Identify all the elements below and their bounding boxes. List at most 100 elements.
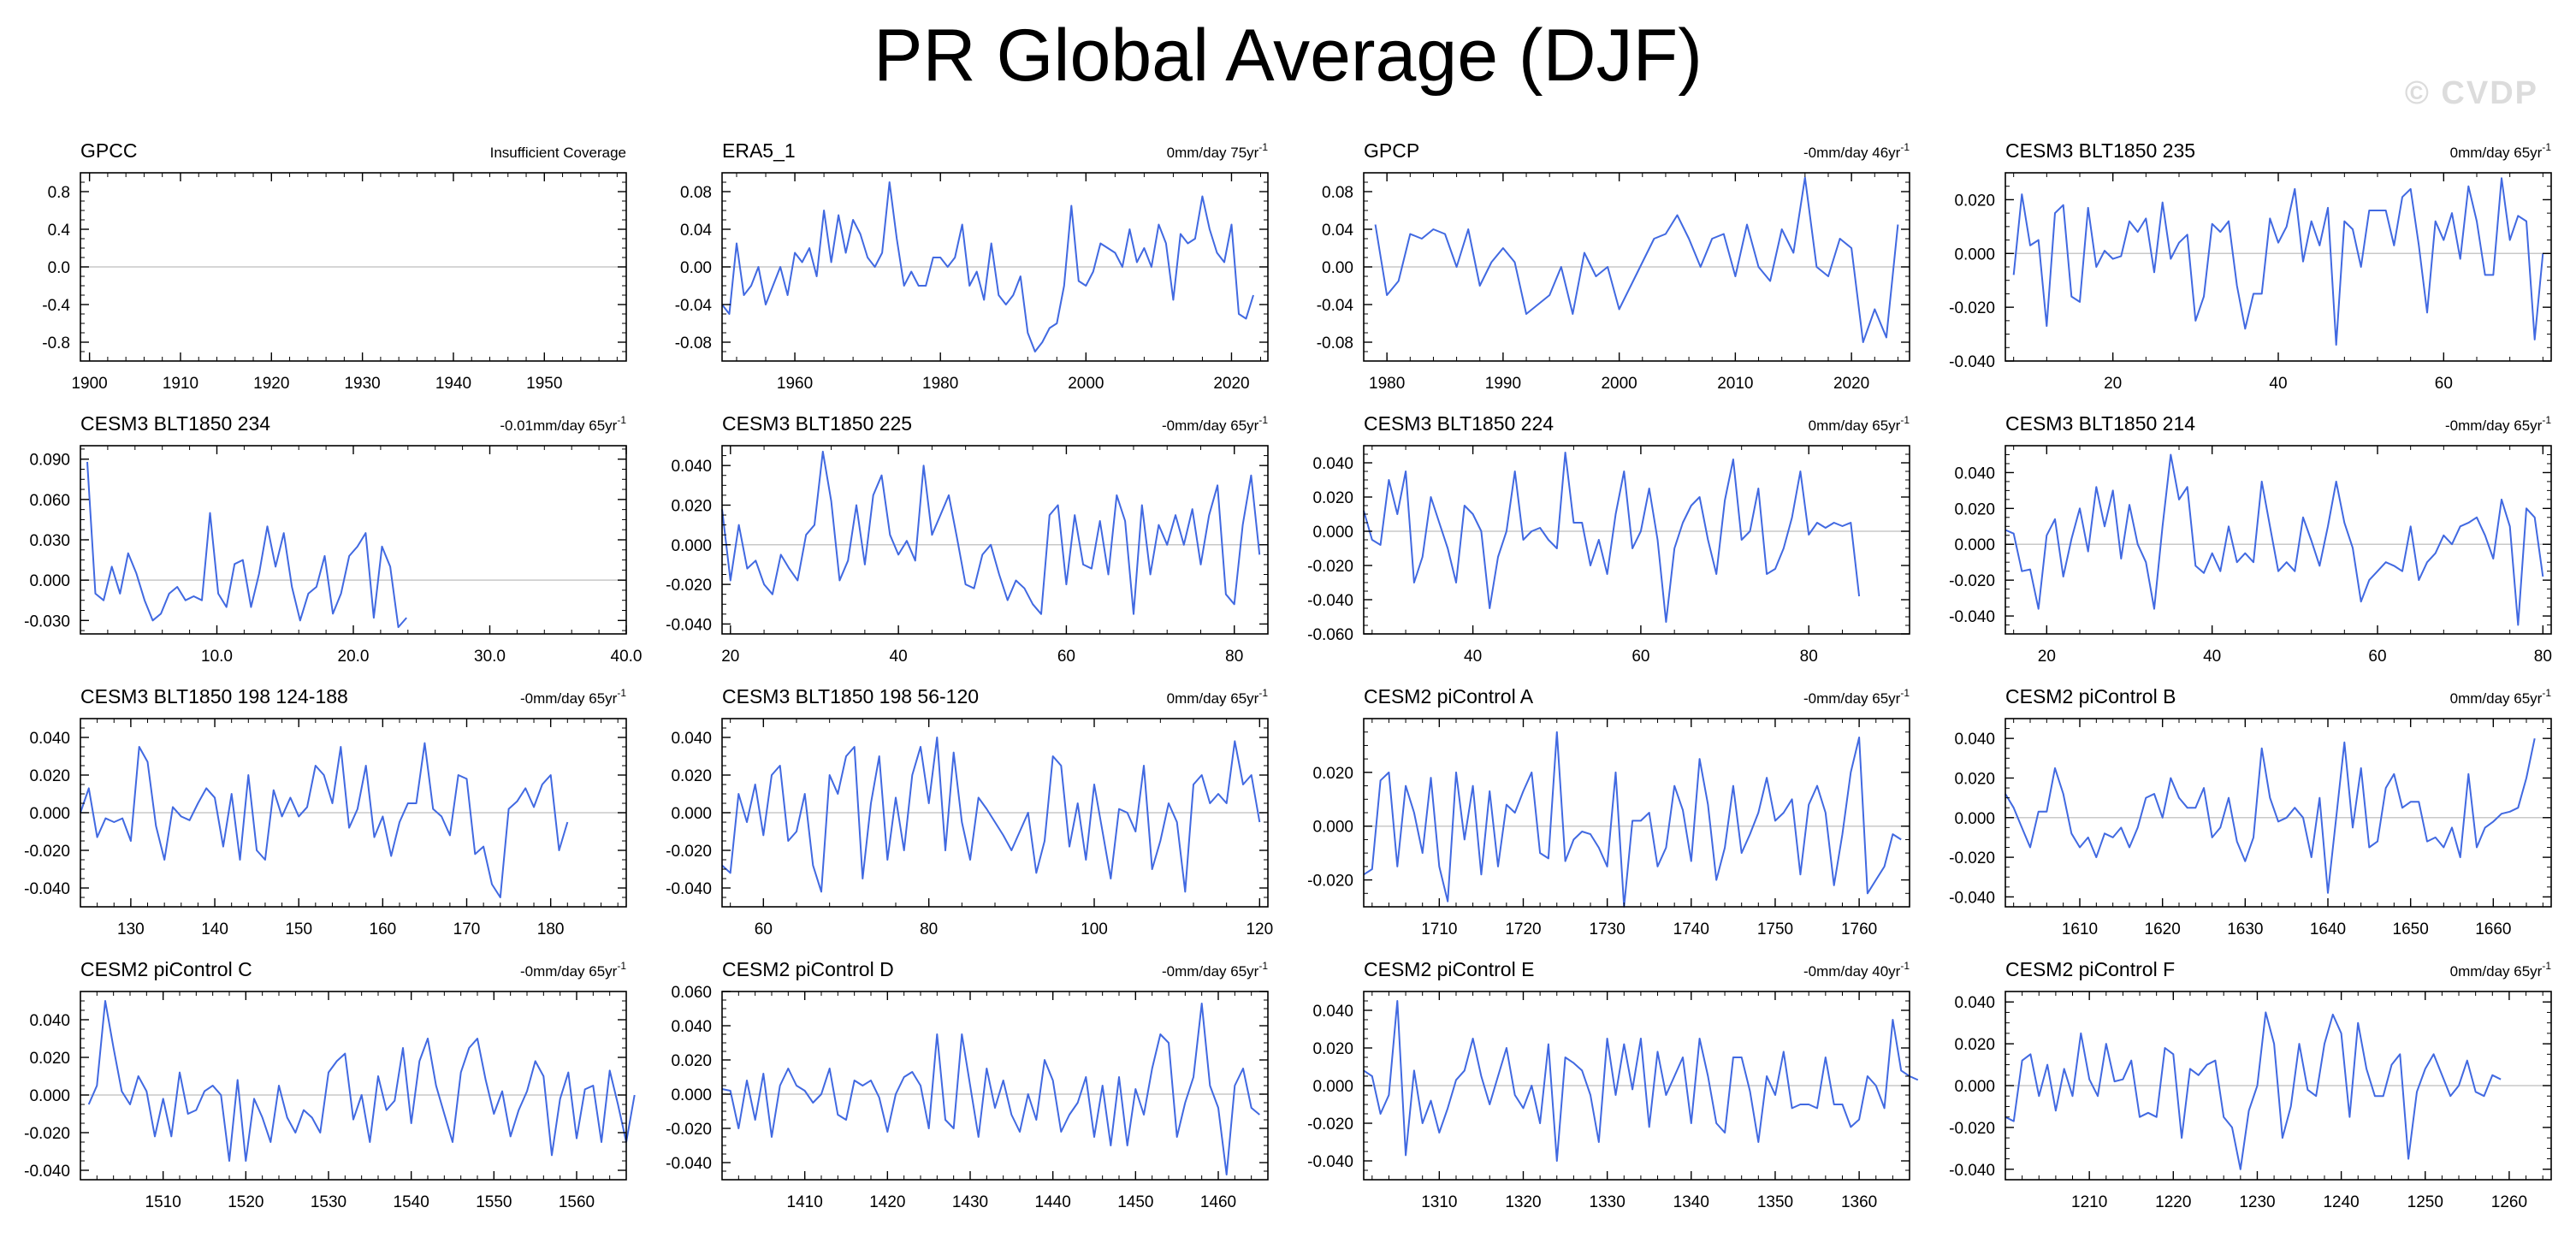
series-line (2005, 737, 2536, 894)
x-tick-label: 1250 (2407, 1193, 2443, 1211)
x-tick-label: 2000 (1601, 375, 1637, 393)
y-tick-label: -0.040 (1949, 608, 1995, 626)
y-tick-label: -0.040 (666, 616, 712, 634)
y-tick-label: 0.000 (29, 572, 70, 590)
y-tick-label: -0.020 (1307, 873, 1353, 891)
panel-annotation: -0mm/day 65yr-1 (2445, 414, 2551, 434)
y-tick-label: -0.040 (1949, 353, 1995, 371)
panel-title: CESM2 piControl A (1364, 685, 1534, 707)
x-tick-label: 1460 (1200, 1193, 1236, 1211)
y-tick-label: -0.020 (1307, 1116, 1353, 1134)
y-tick-label: 0.020 (1954, 500, 1995, 518)
y-tick-label: 0.04 (1322, 222, 1353, 240)
x-tick-label: 1310 (1421, 1193, 1457, 1211)
y-tick-label: 0.020 (29, 767, 70, 785)
y-tick-label: 0.020 (1954, 192, 1995, 210)
y-tick-label: 0.020 (1954, 770, 1995, 788)
y-tick-label: -0.020 (1949, 299, 1995, 317)
x-tick-label: 100 (1081, 920, 1108, 938)
y-tick-label: 0.090 (29, 452, 70, 470)
plot-frame (721, 445, 1269, 635)
x-tick-label: 1630 (2227, 920, 2263, 938)
series-line (1363, 1000, 1919, 1162)
panel-title: CESM3 BLT1850 198 56-120 (722, 685, 979, 707)
panel-annotation: -0mm/day 65yr-1 (520, 687, 626, 707)
panel-title: CESM3 BLT1850 214 (2005, 412, 2195, 435)
x-tick-label: 1950 (526, 375, 562, 393)
x-tick-label: 40 (2269, 375, 2287, 393)
x-tick-label: 1240 (2323, 1193, 2359, 1211)
y-tick-label: -0.020 (666, 843, 712, 861)
y-tick-label: -0.020 (24, 1125, 70, 1143)
x-tick-label: 40 (890, 648, 908, 666)
x-tick-label: 1920 (253, 375, 289, 393)
x-tick-label: 30.0 (474, 648, 506, 666)
y-tick-label: 0.000 (29, 1087, 70, 1105)
panel-15: 0.040 0.020 0.000 -0.020 -0.040 1210 1220 1230 1… (1949, 958, 2552, 1211)
y-tick-label: 0.040 (671, 730, 712, 748)
x-tick-label: 1220 (2155, 1193, 2191, 1211)
panel-title: CESM3 BLT1850 234 (80, 412, 270, 435)
x-tick-label: 1530 (311, 1193, 346, 1211)
x-tick-label: 60 (1631, 648, 1649, 666)
panel-annotation: 0mm/day 65yr-1 (2450, 687, 2552, 707)
y-tick-label: 0.08 (1322, 184, 1353, 202)
y-tick-label: 0.040 (1954, 994, 1995, 1012)
panel-title: CESM3 BLT1850 225 (722, 412, 912, 435)
y-tick-label: 0.040 (1954, 465, 1995, 482)
y-tick-label: -0.020 (1949, 572, 1995, 590)
panel-annotation: -0.01mm/day 65yr-1 (500, 414, 626, 434)
panel-annotation: -0mm/day 40yr-1 (1803, 960, 1910, 980)
x-tick-label: 1640 (2310, 920, 2346, 938)
panel-annotation: 0mm/day 65yr-1 (1809, 414, 1910, 434)
y-tick-label: 0.000 (671, 537, 712, 555)
panel-title: CESM2 piControl E (1364, 958, 1534, 980)
y-tick-label: 0.020 (29, 1050, 70, 1068)
y-tick-label: 0.040 (671, 458, 712, 476)
x-tick-label: 1900 (71, 375, 107, 393)
x-tick-label: 1620 (2145, 920, 2181, 938)
x-tick-label: 20 (721, 648, 739, 666)
y-tick-label: 0.000 (1312, 819, 1353, 837)
x-tick-label: 1340 (1673, 1193, 1709, 1211)
x-tick-label: 1550 (476, 1193, 512, 1211)
y-tick-label: -0.8 (42, 334, 70, 352)
x-tick-label: 80 (920, 920, 938, 938)
x-tick-label: 40 (1464, 648, 1482, 666)
series-line (1363, 452, 1861, 623)
x-tick-label: 80 (1225, 648, 1243, 666)
x-tick-label: 1320 (1505, 1193, 1541, 1211)
y-tick-label: 0.060 (29, 492, 70, 510)
y-tick-label: 0.00 (1322, 259, 1353, 277)
series-line (2012, 177, 2544, 346)
panel-3: 0.020 0.000 -0.020 -0.040 20 40 60 CESM3 BLT185… (1949, 139, 2552, 393)
y-tick-label: -0.020 (1949, 849, 1995, 867)
x-tick-label: 80 (2534, 648, 2552, 666)
x-tick-label: 1760 (1841, 920, 1877, 938)
y-tick-label: 0.000 (29, 805, 70, 823)
x-tick-label: 160 (370, 920, 397, 938)
series-line (1363, 731, 1902, 908)
panel-14: 0.040 0.020 0.000 -0.020 -0.040 1310 1320 1330 1… (1307, 958, 1919, 1211)
series-line (1374, 176, 1899, 343)
x-tick-label: 2010 (1717, 375, 1753, 393)
panel-title: CESM3 BLT1850 235 (2005, 139, 2195, 162)
y-tick-label: -0.020 (666, 1121, 712, 1139)
panel-annotation: -0mm/day 46yr-1 (1803, 141, 1910, 161)
x-tick-label: 1720 (1505, 920, 1541, 938)
x-tick-label: 1260 (2491, 1193, 2527, 1211)
x-tick-label: 1360 (1841, 1193, 1877, 1211)
panel-1: 0.08 0.04 0.00 -0.04 -0.08 1960 1980 2000 2020 ER… (675, 139, 1269, 393)
x-tick-label: 1740 (1673, 920, 1709, 938)
plot-frame (2005, 172, 2552, 362)
y-tick-label: 0.4 (48, 222, 71, 240)
x-tick-label: 2020 (1213, 375, 1249, 393)
y-tick-label: -0.040 (1307, 1153, 1353, 1171)
panel-7: 0.040 0.020 0.000 -0.020 -0.040 20 40 60 80 CESM3… (1949, 412, 2552, 666)
x-tick-label: 180 (537, 920, 565, 938)
panel-9: 0.040 0.020 0.000 -0.020 -0.040 60 80 100 120 CES… (666, 685, 1273, 938)
y-tick-label: 0.020 (1312, 1040, 1353, 1058)
x-tick-label: 1980 (1369, 375, 1405, 393)
plot-frame (2005, 718, 2552, 908)
x-tick-label: 1910 (163, 375, 198, 393)
